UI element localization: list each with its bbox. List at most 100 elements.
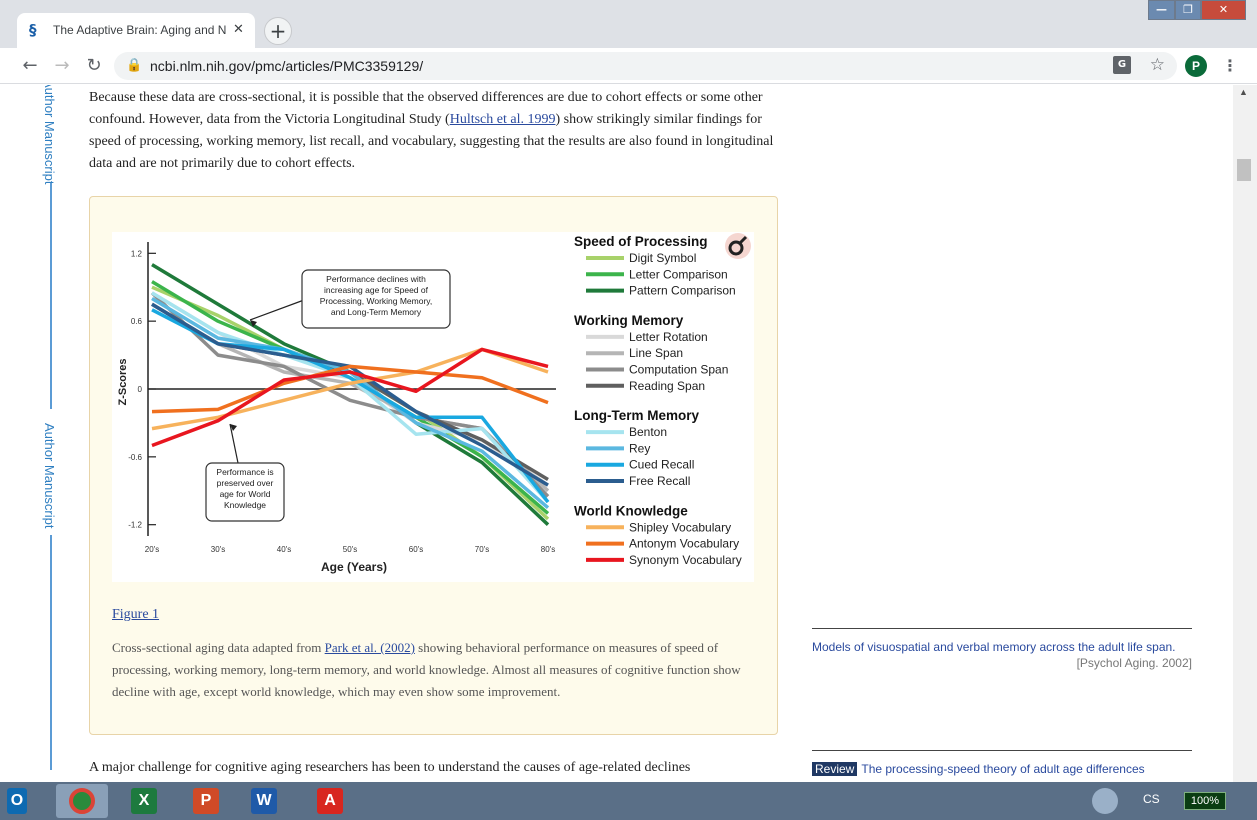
browser-toolbar: ← → ↻ 🔒 ncbi.nlm.nih.gov/pmc/articles/PM…	[0, 48, 1257, 84]
taskbar-powerpoint[interactable]: P	[180, 784, 232, 818]
annotation-text: Performance is	[216, 467, 273, 477]
annotation-box-1	[301, 269, 451, 329]
sidebar-divider	[50, 535, 52, 770]
page-content: Author Manuscript Author Manuscript Beca…	[0, 85, 1233, 782]
taskbar-acrobat[interactable]: A	[304, 784, 356, 818]
related-article-2[interactable]: Review The processing-speed theory of adu…	[812, 750, 1192, 777]
series-line	[151, 364, 549, 414]
close-window-button[interactable]: ✕	[1201, 0, 1246, 20]
maximize-button[interactable]: ❐	[1175, 0, 1201, 20]
legend-item: Synonym Vocabulary	[629, 553, 742, 567]
x-axis-label: Age (Years)	[321, 560, 387, 574]
acrobat-icon: A	[317, 788, 343, 814]
legend-item: Cued Recall	[629, 458, 694, 472]
legend-group-title: Speed of Processing	[574, 234, 708, 249]
powerpoint-icon: P	[193, 788, 219, 814]
lock-icon[interactable]: 🔒	[126, 57, 143, 72]
annotation-arrow	[229, 423, 239, 464]
annotation-box-2	[205, 462, 285, 522]
scroll-thumb[interactable]	[1237, 159, 1251, 181]
tray-network[interactable]	[1083, 784, 1127, 818]
legend-item: Reading Span	[629, 379, 705, 393]
y-tick-label: -0.6	[128, 453, 142, 462]
paragraph-1: Because these data are cross-sectional, …	[89, 90, 774, 171]
annotation-text: age for World	[220, 489, 271, 499]
ncbi-favicon-icon: §	[29, 21, 37, 39]
related-title-2[interactable]: The processing-speed theory of adult age…	[861, 762, 1145, 776]
tab-strip: § The Adaptive Brain: Aging and N ✕ + — …	[0, 0, 1257, 48]
legend-group-title: Long-Term Memory	[574, 408, 699, 423]
windows-taskbar: O X P W A CS 100%	[0, 782, 1257, 820]
sidebar-label-mid: Author Manuscript	[42, 423, 57, 529]
forward-arrow-icon[interactable]: →	[54, 55, 70, 76]
menu-kebab-icon[interactable]: ⋮	[1222, 56, 1238, 75]
legend-item: Rey	[629, 441, 650, 455]
taskbar-excel[interactable]: X	[118, 784, 170, 818]
y-tick-label: 1.2	[131, 249, 143, 258]
bookmark-star-icon[interactable]: ☆	[1149, 55, 1165, 74]
back-arrow-icon[interactable]: ←	[22, 55, 38, 76]
browser-window: § The Adaptive Brain: Aging and N ✕ + — …	[0, 0, 1257, 782]
address-bar[interactable]: 🔒 ncbi.nlm.nih.gov/pmc/articles/PMC33591…	[114, 52, 1177, 80]
legend-group-title: World Knowledge	[574, 503, 688, 518]
magnifier-icon[interactable]	[728, 240, 744, 256]
profile-avatar[interactable]: P	[1185, 55, 1207, 77]
scroll-up-arrow-icon[interactable]: ▲	[1239, 87, 1248, 97]
tab-close-icon[interactable]: ✕	[233, 21, 244, 36]
legend-item: Benton	[629, 425, 667, 439]
annotation-text: preserved over	[217, 478, 274, 488]
sidebar-label-top: Author Manuscript	[42, 85, 57, 185]
figure-box: 1.2 0.6 0 -0.6 -1.2 20's 30's 40's 50's 60's 70's 8…	[89, 196, 778, 735]
figure-chart[interactable]: 1.2 0.6 0 -0.6 -1.2 20's 30's 40's 50's 60's 70's 8…	[112, 232, 754, 582]
y-tick-label: 0.6	[131, 317, 143, 326]
figure-link[interactable]: Figure 1	[112, 607, 160, 622]
battery-indicator[interactable]: 100%	[1184, 792, 1226, 810]
word-icon: W	[251, 788, 277, 814]
legend-item: Free Recall	[629, 474, 690, 488]
annotation-arrow	[249, 299, 305, 321]
annotation-text: increasing age for Speed of	[324, 285, 429, 295]
vertical-scrollbar[interactable]: ▲	[1233, 85, 1257, 782]
arrowhead	[250, 320, 257, 327]
minimize-button[interactable]: —	[1148, 0, 1175, 20]
y-axis-label: Z-Scores	[117, 358, 129, 405]
translate-icon[interactable]: G	[1113, 56, 1131, 74]
input-language[interactable]: CS	[1143, 792, 1160, 806]
legend-item: Line Span	[629, 346, 683, 360]
new-tab-button[interactable]: +	[264, 17, 292, 45]
related-title-1[interactable]: Models of visuospatial and verbal memory…	[812, 640, 1176, 654]
tab-title: The Adaptive Brain: Aging and N	[53, 23, 227, 37]
taskbar-outlook[interactable]: O	[2, 784, 32, 818]
arrowhead	[230, 424, 237, 431]
taskbar-chrome[interactable]	[56, 784, 108, 818]
annotation-text: Performance declines with	[326, 274, 426, 284]
y-tick-label: -1.2	[128, 521, 142, 530]
tab-active[interactable]: § The Adaptive Brain: Aging and N ✕	[17, 13, 255, 48]
x-tick-label: 70's	[475, 545, 489, 554]
excel-icon: X	[131, 788, 157, 814]
legend-item: Computation Span	[629, 363, 728, 377]
x-tick-label: 50's	[343, 545, 357, 554]
legend-item: Digit Symbol	[629, 251, 696, 265]
caption-citation-link[interactable]: Park et al. (2002)	[324, 640, 415, 655]
related-article-1[interactable]: Models of visuospatial and verbal memory…	[812, 628, 1192, 671]
x-tick-label: 20's	[145, 545, 159, 554]
legend-item: Pattern Comparison	[629, 284, 736, 298]
legend-item: Shipley Vocabulary	[629, 520, 731, 534]
citation-link[interactable]: Hultsch et al. 1999	[449, 112, 556, 127]
url-text[interactable]: ncbi.nlm.nih.gov/pmc/articles/PMC3359129…	[150, 58, 424, 74]
review-badge: Review	[812, 762, 858, 776]
annotation-text: Processing, Working Memory,	[320, 296, 433, 306]
x-tick-label: 60's	[409, 545, 423, 554]
y-tick-label: 0	[138, 385, 143, 394]
paragraph-2: A major challenge for cognitive aging re…	[89, 760, 691, 775]
related-source-1: [Psychol Aging. 2002]	[1076, 656, 1192, 670]
x-tick-label: 30's	[211, 545, 225, 554]
taskbar-word[interactable]: W	[238, 784, 290, 818]
reload-icon[interactable]: ↻	[86, 55, 102, 76]
legend-item: Letter Comparison	[629, 267, 728, 281]
annotation-text: Knowledge	[224, 500, 266, 510]
annotation-text: and Long-Term Memory	[331, 307, 422, 317]
x-tick-label: 40's	[277, 545, 291, 554]
x-tick-label: 80's	[541, 545, 555, 554]
